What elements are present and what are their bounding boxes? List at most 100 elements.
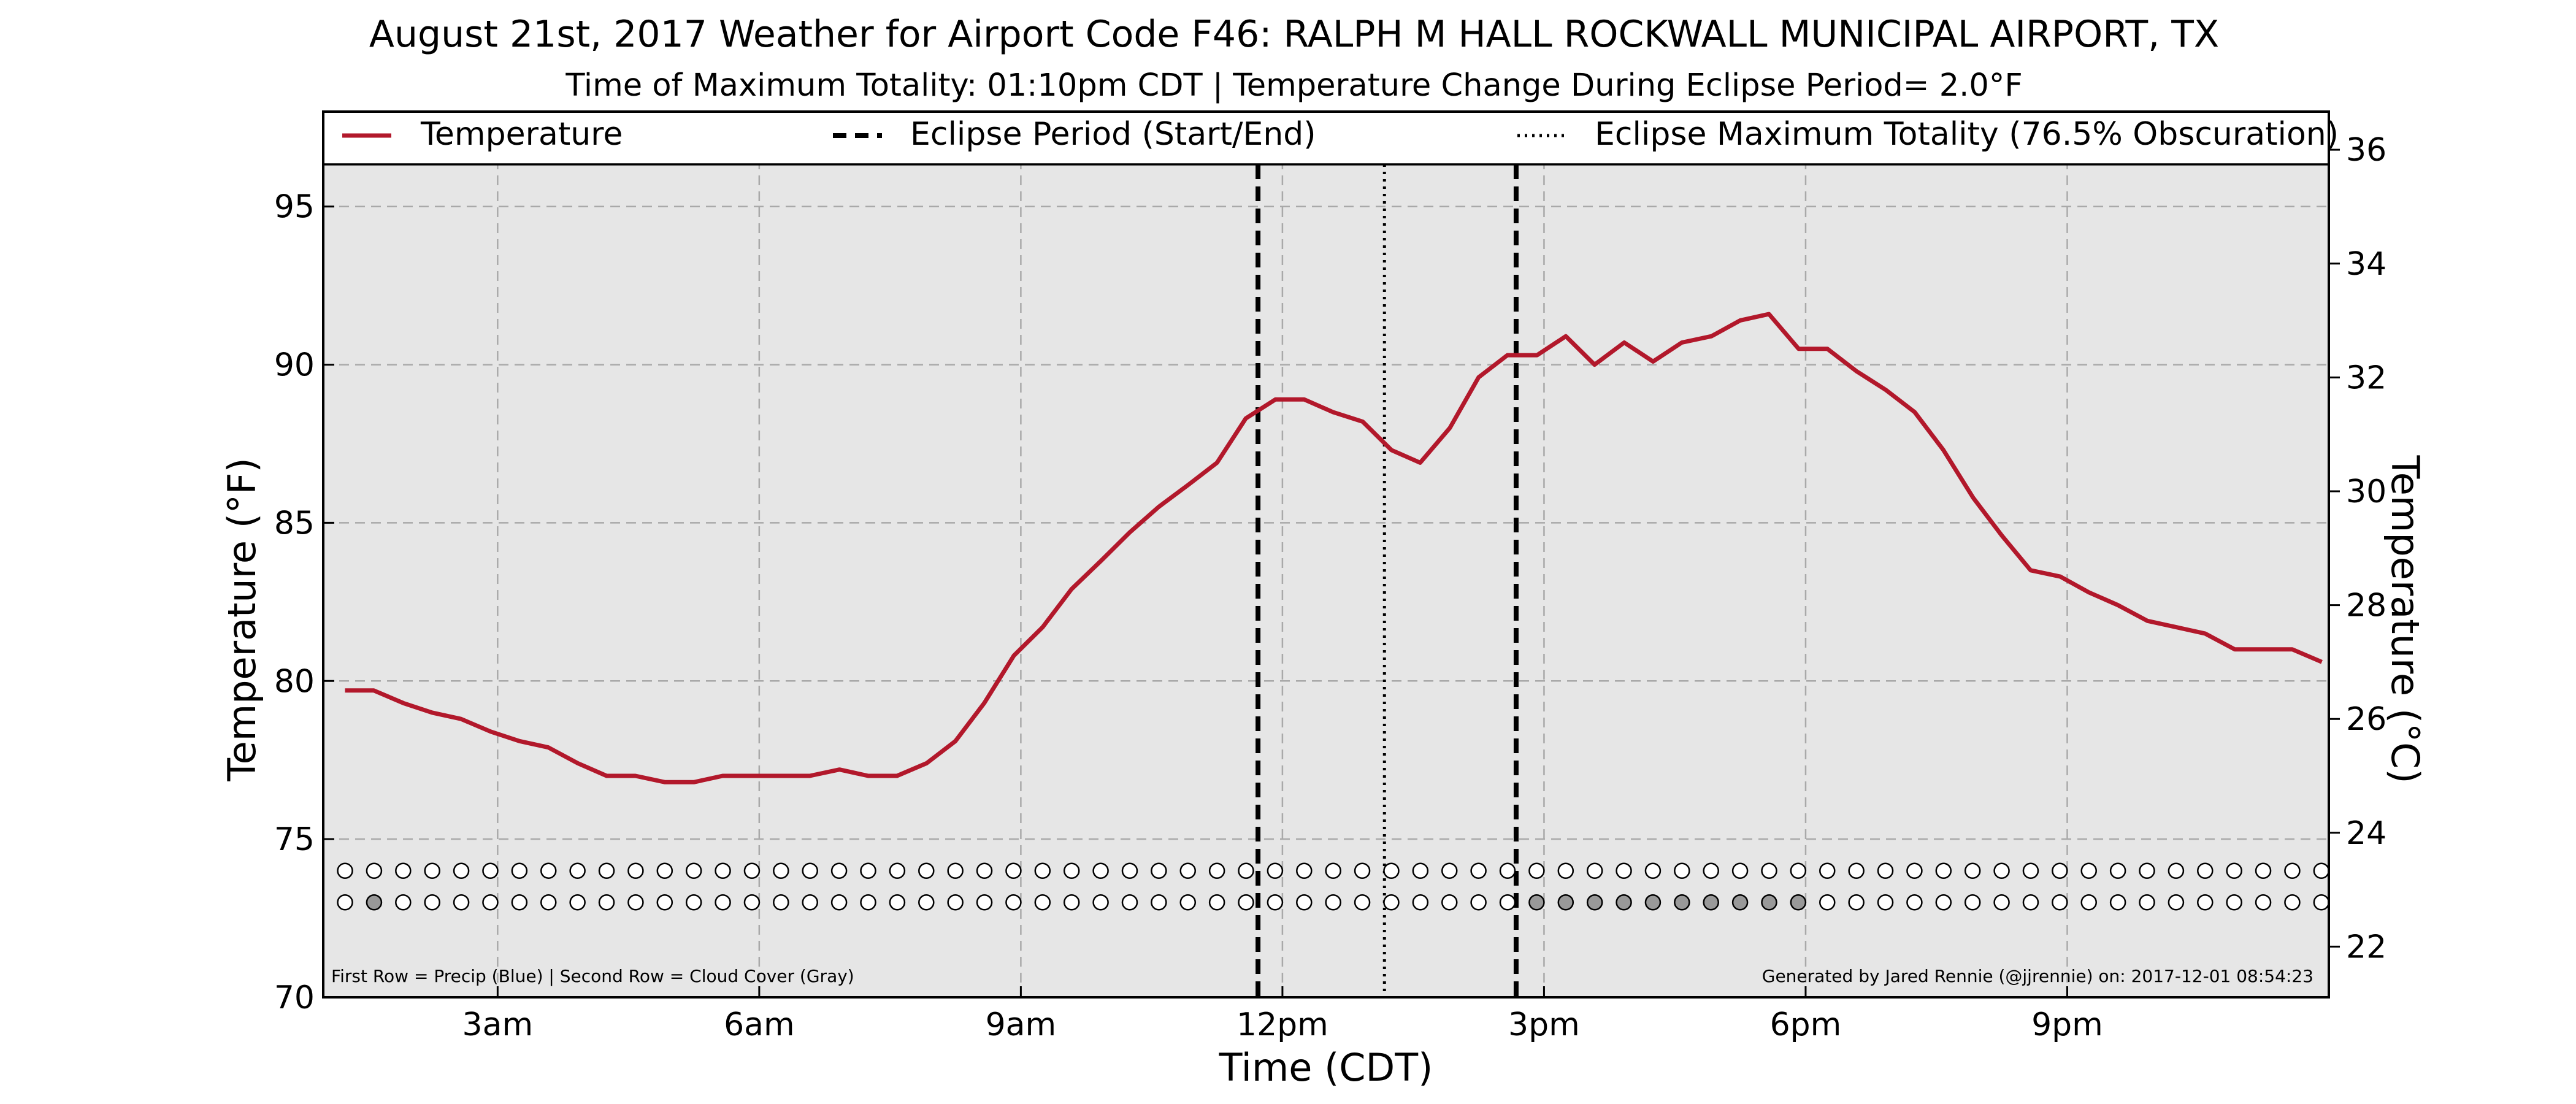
precip-marker <box>976 862 993 879</box>
cloud-marker <box>1296 894 1313 911</box>
precip-marker <box>453 862 470 879</box>
x-tick-label: 9am <box>986 1006 1057 1043</box>
cloud-marker <box>2313 894 2330 911</box>
precip-marker <box>482 862 499 879</box>
cloud-marker <box>1151 894 1167 911</box>
precip-marker <box>1092 862 1109 879</box>
cloud-marker <box>1412 894 1429 911</box>
precip-marker <box>2168 862 2185 879</box>
x-tick-label: 6am <box>724 1006 795 1043</box>
cloud-marker <box>1528 894 1545 911</box>
precip-marker <box>1208 862 1225 879</box>
precip-marker <box>947 862 964 879</box>
cloud-marker <box>1383 894 1400 911</box>
precip-marker <box>366 862 383 879</box>
y-tick-label: 90 <box>274 347 315 384</box>
cloud-marker <box>2197 894 2214 911</box>
cloud-marker <box>511 894 528 911</box>
temperature-line <box>345 312 2323 784</box>
legend-label-temperature: Temperature <box>420 116 623 153</box>
precip-marker <box>1238 862 1254 879</box>
precip-marker <box>2284 862 2301 879</box>
cloud-marker <box>1238 894 1254 911</box>
cloud-marker <box>1179 894 1197 911</box>
cloud-marker <box>2168 894 2185 911</box>
y-right-tick-label: 24 <box>2346 815 2386 852</box>
precip-marker <box>1586 862 1603 879</box>
precip-marker <box>2022 862 2039 879</box>
precip-marker <box>511 862 528 879</box>
precip-marker <box>1441 862 1458 879</box>
precip-marker <box>1964 862 1981 879</box>
cloud-marker <box>1993 894 2010 911</box>
cloud-marker <box>1935 894 1952 911</box>
cloud-marker <box>1906 894 1923 911</box>
cloud-marker <box>1877 894 1894 911</box>
cloud-marker <box>1616 894 1632 911</box>
precip-marker <box>2226 862 2242 879</box>
cloud-marker <box>1063 894 1080 911</box>
precip-marker <box>1674 862 1690 879</box>
y-right-tick-label: 32 <box>2346 359 2386 396</box>
cloud-marker <box>2052 894 2068 911</box>
precip-marker <box>743 862 761 879</box>
cloud-marker <box>2022 894 2039 911</box>
precip-marker <box>715 862 731 879</box>
precip-marker <box>1761 862 1777 879</box>
cloud-marker <box>2284 894 2301 911</box>
cloud-marker <box>1761 894 1777 911</box>
precip-marker <box>1151 862 1167 879</box>
precip-marker <box>656 862 673 879</box>
precip-marker <box>2109 862 2126 879</box>
precip-marker <box>1528 862 1545 879</box>
precip-marker <box>1383 862 1400 879</box>
precip-marker <box>1179 862 1197 879</box>
precip-marker <box>685 862 702 879</box>
precip-marker <box>773 862 789 879</box>
x-tick-label: 12pm <box>1236 1006 1328 1043</box>
precip-marker <box>1296 862 1313 879</box>
cloud-marker <box>2109 894 2126 911</box>
precip-marker <box>1557 862 1574 879</box>
precip-marker <box>627 862 644 879</box>
cloud-marker <box>2139 894 2155 911</box>
cloud-marker <box>482 894 499 911</box>
cloud-marker <box>743 894 761 911</box>
cloud-marker <box>1208 894 1225 911</box>
precip-marker <box>2197 862 2214 879</box>
precip-marker <box>1034 862 1051 879</box>
precip-marker <box>1616 862 1632 879</box>
precip-marker <box>337 862 353 879</box>
chart-title: August 21st, 2017 Weather for Airport Co… <box>369 13 2219 56</box>
legend: Temperature Eclipse Period (Start/End) E… <box>420 116 2339 153</box>
plot-border <box>322 110 2330 999</box>
precip-marker <box>889 862 906 879</box>
cloud-marker <box>1557 894 1574 911</box>
precip-marker <box>1121 862 1138 879</box>
precip-marker <box>918 862 935 879</box>
cloud-marker <box>1790 894 1807 911</box>
legend-label-eclipse-max: Eclipse Maximum Totality (76.5% Obscurat… <box>1595 116 2339 153</box>
precip-marker <box>1325 862 1341 879</box>
cloud-marker <box>424 894 440 911</box>
precip-marker <box>1644 862 1662 879</box>
cloud-marker <box>1848 894 1865 911</box>
plot-area <box>323 112 2329 997</box>
legend-label-eclipse-period: Eclipse Period (Start/End) <box>910 116 1316 153</box>
precip-marker <box>2052 862 2068 879</box>
cloud-marker <box>1005 894 1022 911</box>
cloud-marker <box>395 894 412 911</box>
cloud-marker <box>2226 894 2242 911</box>
precip-marker <box>1470 862 1487 879</box>
cloud-marker <box>918 894 935 911</box>
cloud-marker <box>976 894 993 911</box>
cloud-marker <box>1121 894 1138 911</box>
precip-marker <box>2313 862 2330 879</box>
x-axis-label: Time (CDT) <box>1219 1045 1433 1090</box>
precip-marker <box>1731 862 1749 879</box>
cover-legend-note: First Row = Precip (Blue) | Second Row =… <box>331 966 854 986</box>
cloud-marker <box>656 894 673 911</box>
cloud-marker <box>947 894 964 911</box>
